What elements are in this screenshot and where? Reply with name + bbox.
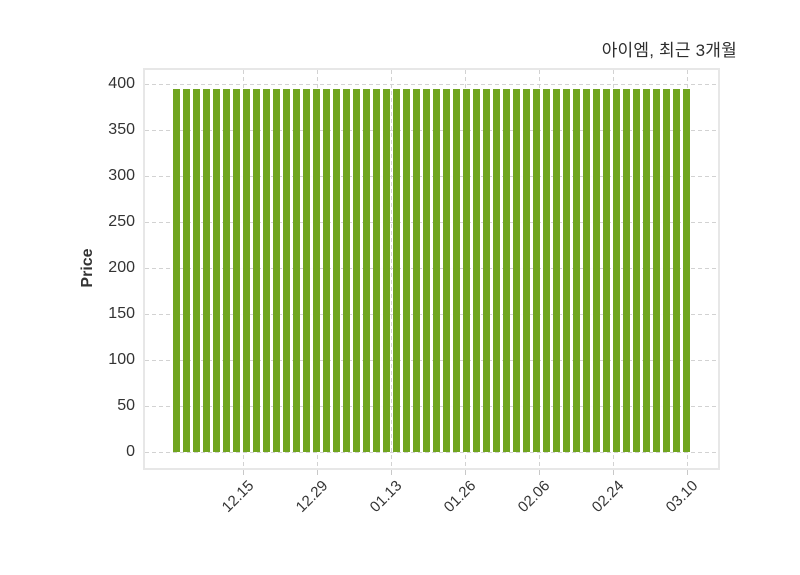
bar (203, 89, 210, 452)
h-gridline (145, 360, 718, 361)
plot-area (143, 68, 720, 470)
bar (513, 89, 520, 452)
bar (573, 89, 580, 452)
bars-layer (173, 68, 690, 452)
h-gridline (145, 176, 718, 177)
h-gridline (145, 452, 718, 453)
y-tick-label: 100 (108, 351, 135, 368)
bar (523, 89, 530, 452)
bar (613, 89, 620, 452)
bar (403, 89, 410, 452)
bar (223, 89, 230, 452)
h-gridline (145, 314, 718, 315)
bar (273, 89, 280, 452)
y-tick-label: 0 (126, 443, 135, 460)
y-tick-label: 250 (108, 213, 135, 230)
y-tick-label: 300 (108, 167, 135, 184)
v-gridline (391, 70, 392, 468)
bar (603, 89, 610, 452)
bar (543, 89, 550, 452)
bar (673, 89, 680, 452)
bar (253, 89, 260, 452)
bar (453, 89, 460, 452)
x-tick-mark (243, 470, 244, 475)
h-gridline (145, 222, 718, 223)
x-tick-mark (687, 470, 688, 475)
bar (593, 89, 600, 452)
x-tick-mark (465, 470, 466, 475)
bar (283, 89, 290, 452)
y-tick-label: 150 (108, 305, 135, 322)
bar (443, 89, 450, 452)
bar (413, 89, 420, 452)
bar (303, 89, 310, 452)
bar (633, 89, 640, 452)
bar (383, 89, 390, 452)
bar (263, 89, 270, 452)
x-tick-label: 03.10 (662, 477, 702, 516)
bar (653, 89, 660, 452)
bar (583, 89, 590, 452)
bar (233, 89, 240, 452)
y-tick-label: 50 (117, 397, 135, 414)
bar (293, 89, 300, 452)
bar (323, 89, 330, 452)
x-tick-mark (613, 470, 614, 475)
bar (213, 89, 220, 452)
bar (313, 89, 320, 452)
bar (493, 89, 500, 452)
bar (243, 89, 250, 452)
bar (333, 89, 340, 452)
chart-title: 아이엠, 최근 3개월 (601, 41, 737, 60)
bar (563, 89, 570, 452)
y-tick-label: 200 (108, 259, 135, 276)
bar (183, 89, 190, 452)
bar (423, 89, 430, 452)
bar (503, 89, 510, 452)
bar (193, 89, 200, 452)
bar (373, 89, 380, 452)
bar (463, 89, 470, 452)
bar (473, 89, 480, 452)
bar (533, 89, 540, 452)
x-tick-mark (539, 470, 540, 475)
y-tick-label: 400 (108, 75, 135, 92)
bar (393, 89, 400, 452)
bar (433, 89, 440, 452)
y-tick-label: 350 (108, 121, 135, 138)
bar (643, 89, 650, 452)
h-gridline (145, 84, 718, 85)
bar (623, 89, 630, 452)
bar (173, 89, 180, 452)
bar (663, 89, 670, 452)
bar (483, 89, 490, 452)
bar (683, 89, 690, 452)
h-gridline (145, 268, 718, 269)
x-tick-mark (391, 470, 392, 475)
bar (363, 89, 370, 452)
bar (353, 89, 360, 452)
bar (343, 89, 350, 452)
h-gridline (145, 406, 718, 407)
bar (553, 89, 560, 452)
h-gridline (145, 130, 718, 131)
x-tick-mark (317, 470, 318, 475)
